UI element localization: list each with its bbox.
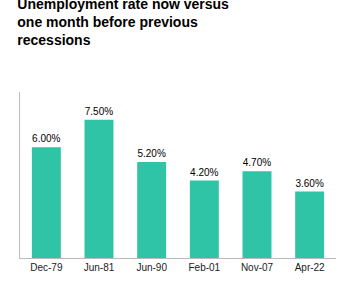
svg-text:3.60%: 3.60% [295, 178, 323, 189]
svg-text:4.20%: 4.20% [190, 167, 218, 178]
svg-text:7.50%: 7.50% [85, 106, 113, 117]
svg-text:Unemployment rate now versuson: Unemployment rate now versusone month be… [17, 0, 229, 48]
svg-text:4.70%: 4.70% [243, 157, 271, 168]
svg-text:5.20%: 5.20% [137, 148, 165, 159]
svg-text:Nov-07: Nov-07 [241, 262, 274, 273]
svg-text:Feb-01: Feb-01 [188, 262, 220, 273]
svg-text:Jun-81: Jun-81 [84, 262, 115, 273]
svg-text:6.00%: 6.00% [32, 133, 60, 144]
svg-text:Apr-22: Apr-22 [295, 262, 325, 273]
svg-text:Jun-90: Jun-90 [136, 262, 167, 273]
svg-text:Dec-79: Dec-79 [30, 262, 63, 273]
